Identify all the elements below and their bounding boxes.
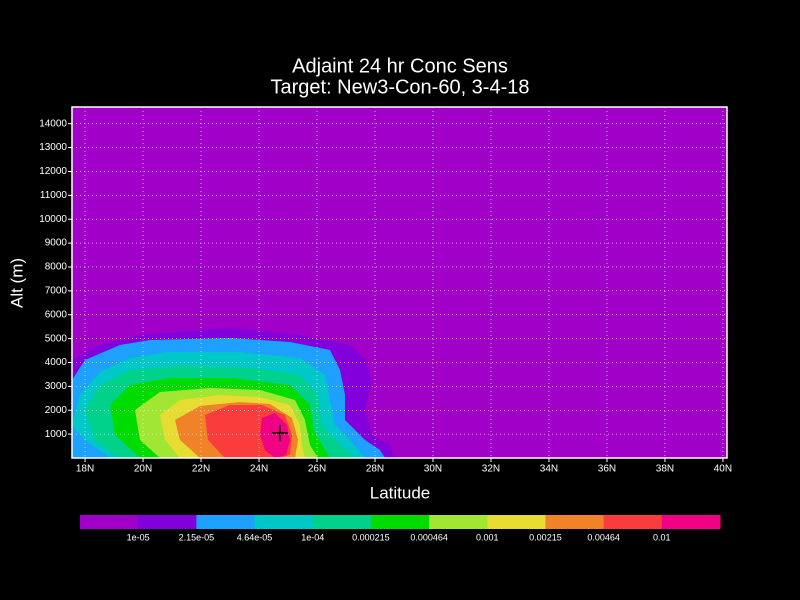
legend-label: 0.000215 xyxy=(352,532,390,542)
x-tick-label: 32N xyxy=(482,464,500,475)
legend-label: 1e-04 xyxy=(301,532,324,542)
x-tick-label: 40N xyxy=(714,464,732,475)
y-tick-label: 11000 xyxy=(40,190,68,201)
x-tick-label: 34N xyxy=(540,464,558,475)
y-tick-label: 8000 xyxy=(45,262,68,273)
legend-label: 0.00464 xyxy=(587,532,620,542)
legend-label: 1e-05 xyxy=(127,532,150,542)
y-tick-label: 7000 xyxy=(45,285,68,296)
x-tick-label: 20N xyxy=(134,464,152,475)
legend-swatch xyxy=(196,515,256,529)
x-tick-label: 24N xyxy=(250,464,268,475)
y-tick-label: 13000 xyxy=(39,142,67,153)
y-tick-label: 5000 xyxy=(45,333,68,344)
y-tick-label: 6000 xyxy=(45,309,68,320)
legend-swatch xyxy=(254,515,314,529)
legend-swatch xyxy=(138,515,197,529)
legend-swatch xyxy=(545,515,605,529)
y-tick-label: 4000 xyxy=(45,357,68,368)
chart-subtitle: Target: New3-Con-60, 3-4-18 xyxy=(270,76,529,98)
y-tick-label: 3000 xyxy=(45,381,68,392)
legend-label: 4.64e-05 xyxy=(237,532,273,542)
legend-swatch xyxy=(370,515,430,529)
legend-label: 0.001 xyxy=(476,532,499,542)
legend-label: 0.00215 xyxy=(529,532,562,542)
legend-label: 0.01 xyxy=(653,532,671,542)
x-axis-title: Latitude xyxy=(370,483,431,502)
x-tick-label: 38N xyxy=(656,464,674,475)
x-tick-label: 30N xyxy=(424,464,442,475)
legend-label: 2.15e-05 xyxy=(179,532,215,542)
x-tick-label: 18N xyxy=(76,464,94,475)
legend-swatch xyxy=(487,515,546,529)
x-tick-label: 36N xyxy=(598,464,616,475)
y-tick-label: 1000 xyxy=(45,429,68,440)
y-tick-label: 12000 xyxy=(39,166,67,177)
y-tick-label: 14000 xyxy=(39,118,67,129)
legend-swatch xyxy=(312,515,372,529)
plot-frame xyxy=(71,106,728,459)
legend-swatch xyxy=(429,515,488,529)
y-axis-title: Alt (m) xyxy=(7,258,26,308)
x-tick-label: 26N xyxy=(308,464,326,475)
contour-region xyxy=(260,413,290,458)
legend-label: 0.000464 xyxy=(410,532,448,542)
y-tick-label: 2000 xyxy=(45,405,68,416)
x-tick-label: 22N xyxy=(192,464,210,475)
y-tick-label: 9000 xyxy=(45,238,68,249)
y-tick-label: 10000 xyxy=(39,214,67,225)
legend-swatch xyxy=(661,515,721,529)
chart-title: Adjaint 24 hr Conc Sens xyxy=(292,55,508,77)
legend-swatch xyxy=(603,515,663,529)
x-tick-label: 28N xyxy=(366,464,384,475)
legend-swatch xyxy=(80,515,139,529)
